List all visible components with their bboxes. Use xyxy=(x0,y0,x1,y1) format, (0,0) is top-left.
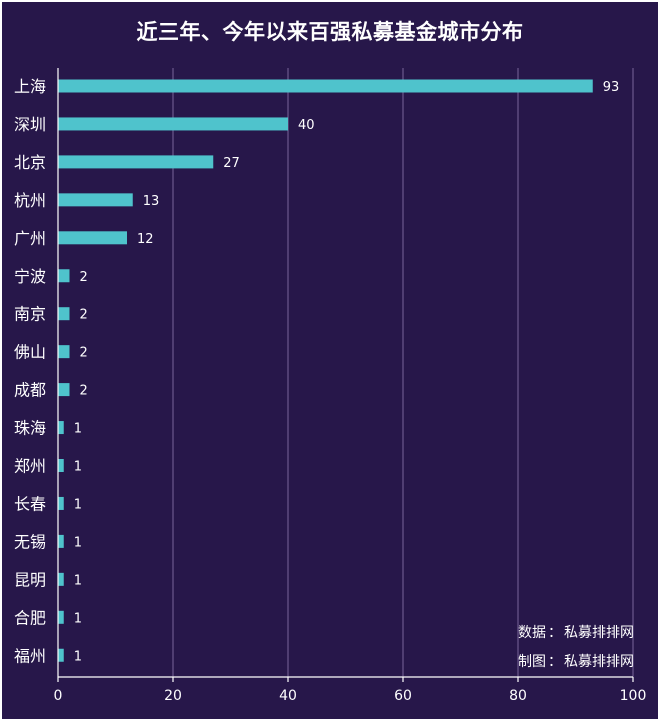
chart-maker-credit: 制图：私募排排网 xyxy=(518,651,634,671)
category-label: 成都 xyxy=(14,381,46,400)
category-label: 昆明 xyxy=(14,570,46,589)
value-label: 1 xyxy=(74,649,82,664)
category-label: 珠海 xyxy=(14,419,46,438)
bar xyxy=(58,648,64,662)
x-tick-label: 20 xyxy=(164,688,182,704)
category-label: 杭州 xyxy=(14,191,46,210)
value-label: 93 xyxy=(603,80,620,95)
bar xyxy=(58,307,70,321)
value-label: 12 xyxy=(137,232,154,247)
bar xyxy=(58,496,64,510)
category-label: 南京 xyxy=(14,305,46,324)
bar xyxy=(58,610,64,624)
category-label: 北京 xyxy=(14,153,46,172)
value-label: 2 xyxy=(80,346,88,361)
bar xyxy=(58,269,70,283)
chart-title: 近三年、今年以来百强私募基金城市分布 xyxy=(136,20,524,44)
bar xyxy=(58,383,70,397)
value-label: 1 xyxy=(74,460,82,475)
category-label: 广州 xyxy=(14,229,46,248)
bar xyxy=(58,79,593,93)
x-tick-label: 60 xyxy=(394,688,412,704)
chart-maker-value: 私募排排网 xyxy=(564,654,634,670)
category-label: 深圳 xyxy=(14,115,46,134)
value-label: 13 xyxy=(143,194,160,209)
bar xyxy=(58,459,64,472)
chart-maker-label: 制图 xyxy=(518,654,546,670)
value-label: 27 xyxy=(223,156,240,171)
category-label: 上海 xyxy=(14,77,46,96)
value-label: 2 xyxy=(80,384,88,399)
value-label: 40 xyxy=(298,118,315,133)
category-label: 宁波 xyxy=(14,267,46,286)
data-source-label: 数据 xyxy=(518,625,546,641)
chart-maker-separator: ： xyxy=(548,654,562,670)
data-source-separator: ： xyxy=(548,625,562,641)
bar xyxy=(58,572,64,586)
bar xyxy=(58,534,64,548)
value-label: 1 xyxy=(74,535,82,550)
value-label: 1 xyxy=(74,497,82,512)
x-tick-label: 40 xyxy=(279,688,297,704)
category-label: 佛山 xyxy=(14,343,46,362)
bar xyxy=(58,345,70,359)
bar xyxy=(58,231,127,245)
x-tick-label: 80 xyxy=(509,688,527,704)
data-source-credit: 数据：私募排排网 xyxy=(518,622,634,642)
x-tick-label: 100 xyxy=(620,688,647,704)
value-label: 1 xyxy=(74,611,82,626)
x-tick-label: 0 xyxy=(54,688,63,704)
category-label: 长春 xyxy=(14,494,46,513)
bar xyxy=(58,117,288,131)
category-label: 合肥 xyxy=(14,608,46,627)
value-label: 2 xyxy=(80,270,88,285)
data-source-value: 私募排排网 xyxy=(564,625,634,641)
bar xyxy=(58,193,133,207)
bar xyxy=(58,421,64,435)
bar xyxy=(58,155,214,169)
value-label: 1 xyxy=(74,573,82,588)
category-label: 郑州 xyxy=(14,457,46,476)
value-label: 2 xyxy=(80,308,88,323)
category-label: 福州 xyxy=(14,646,46,665)
category-label: 无锡 xyxy=(14,532,46,551)
value-label: 1 xyxy=(74,422,82,437)
